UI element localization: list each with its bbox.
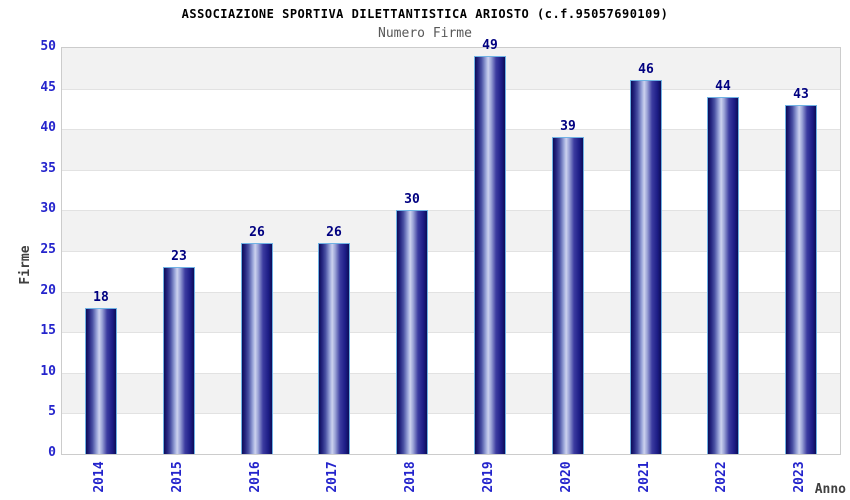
gridline <box>62 372 840 374</box>
gridline <box>62 210 840 212</box>
bar-value-label: 26 <box>326 225 342 240</box>
gridline <box>62 251 840 252</box>
y-tick-label: 25 <box>40 242 56 257</box>
y-tick-label: 50 <box>40 39 56 54</box>
gridline <box>62 413 840 415</box>
x-tick-label: 2021 <box>637 461 652 493</box>
x-axis-title: Anno <box>814 482 846 497</box>
y-tick-label: 45 <box>40 80 56 95</box>
x-tick-label: 2020 <box>559 461 574 493</box>
chart-title: ASSOCIAZIONE SPORTIVA DILETTANTISTICA AR… <box>181 7 669 21</box>
gridline <box>62 88 840 90</box>
bar-value-label: 49 <box>482 38 498 53</box>
x-tick-label: 2016 <box>248 461 263 493</box>
bar-value-label: 23 <box>171 249 187 264</box>
bar-2020 <box>552 137 584 454</box>
bar-2015 <box>163 267 195 454</box>
gridline <box>62 291 840 293</box>
bar-2023 <box>785 105 817 454</box>
bar-2018 <box>396 210 428 454</box>
bar-value-label: 30 <box>404 192 420 207</box>
x-tick-label: 2022 <box>714 461 729 493</box>
bar-value-label: 26 <box>249 225 265 240</box>
x-tick-label: 2017 <box>325 461 340 493</box>
gridline <box>62 129 840 131</box>
bar-2016 <box>241 243 273 454</box>
gridline <box>62 169 840 171</box>
background-stripe <box>62 48 840 89</box>
y-tick-label: 0 <box>48 445 56 460</box>
x-tick-label: 2019 <box>481 461 496 493</box>
chart-subtitle: Numero Firme <box>378 26 472 41</box>
y-tick-label: 10 <box>40 364 56 379</box>
plot-area: 18 23 26 26 30 49 39 46 44 43 <box>61 38 841 455</box>
bar-value-label: 43 <box>793 87 809 102</box>
bar-2019 <box>474 56 506 454</box>
x-tick-label: 2023 <box>792 461 807 493</box>
bar-value-label: 39 <box>560 119 576 134</box>
y-tick-label: 35 <box>40 161 56 176</box>
bar-2022 <box>707 97 739 454</box>
x-tick-label: 2015 <box>170 461 185 493</box>
bar-value-label: 18 <box>93 290 109 305</box>
bar-value-label: 44 <box>715 79 731 94</box>
x-tick-label: 2018 <box>403 461 418 493</box>
y-tick-label: 15 <box>40 323 56 338</box>
gridline <box>62 332 840 334</box>
y-tick-label: 30 <box>40 201 56 216</box>
y-tick-label: 5 <box>48 404 56 419</box>
bar-2014 <box>85 308 117 454</box>
bar-2021 <box>630 80 662 454</box>
bar-value-label: 46 <box>638 62 654 77</box>
y-tick-label: 40 <box>40 120 56 135</box>
y-tick-label: 20 <box>40 283 56 298</box>
x-tick-label: 2014 <box>92 461 107 493</box>
bar-2017 <box>318 243 350 454</box>
